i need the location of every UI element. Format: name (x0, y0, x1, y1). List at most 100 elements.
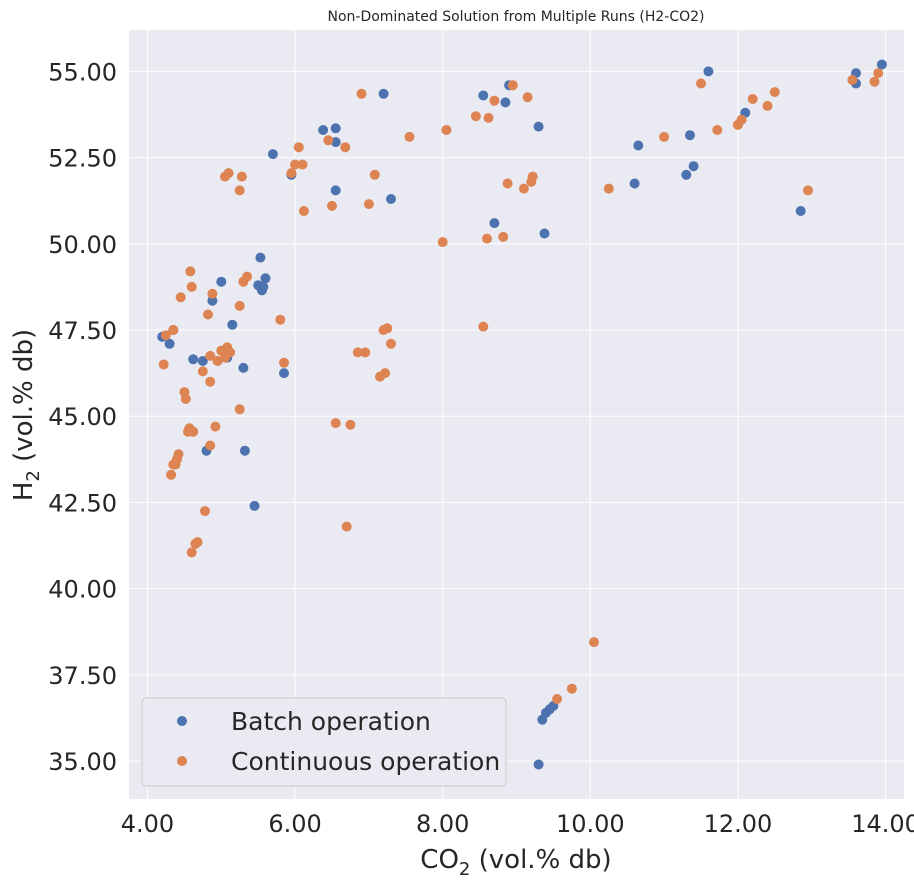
data-point (681, 169, 692, 180)
x-tick-label: 10.00 (556, 810, 625, 838)
data-point (216, 276, 227, 287)
data-point (330, 123, 341, 134)
data-point (286, 168, 297, 179)
data-point (378, 88, 389, 99)
data-point (234, 185, 245, 196)
data-point (470, 111, 481, 122)
data-point (205, 350, 216, 361)
y-tick-label: 42.50 (48, 489, 117, 517)
data-point (188, 354, 199, 365)
data-point (498, 231, 509, 242)
data-point (762, 100, 773, 111)
data-point (160, 330, 171, 341)
data-point (803, 185, 813, 196)
data-point (352, 347, 363, 358)
x-tick-label: 12.00 (704, 810, 773, 838)
data-point (180, 394, 191, 404)
data-point (185, 266, 196, 277)
data-point (659, 131, 670, 142)
data-point (747, 94, 758, 104)
y-axis-label-subscript: 2 (23, 470, 44, 481)
data-point (873, 68, 884, 79)
data-point (298, 206, 309, 216)
data-point (736, 114, 747, 125)
data-point (696, 78, 706, 89)
data-point (227, 319, 238, 330)
data-point (847, 75, 858, 85)
chart-title: Non-Dominated Solution from Multiple Run… (327, 9, 704, 25)
data-point (712, 125, 723, 135)
data-point (703, 66, 714, 77)
data-point (500, 97, 511, 108)
data-point (188, 426, 199, 437)
data-point (876, 59, 887, 70)
data-point (589, 637, 599, 648)
data-point (380, 368, 391, 379)
data-point (478, 90, 489, 101)
y-tick-label: 45.00 (48, 403, 117, 431)
data-point (275, 314, 286, 325)
data-point (236, 171, 247, 182)
data-point (255, 252, 266, 263)
data-point (360, 347, 371, 358)
data-point (203, 309, 213, 320)
data-point (192, 537, 203, 548)
data-point (175, 292, 186, 303)
data-point (225, 347, 236, 358)
legend-marker-continuous (177, 756, 187, 766)
data-point (869, 76, 880, 87)
data-point (533, 759, 544, 770)
data-point (239, 445, 250, 456)
data-point (603, 183, 614, 194)
data-point (629, 178, 640, 189)
data-point (795, 206, 806, 216)
data-point (552, 694, 563, 704)
data-point (166, 469, 177, 480)
x-axis-label-subscript: 2 (459, 859, 470, 880)
data-point (323, 135, 334, 146)
data-point (539, 228, 550, 239)
data-point (186, 547, 197, 558)
data-point (330, 185, 341, 196)
data-point (369, 169, 380, 180)
data-points (157, 59, 887, 770)
data-point (478, 321, 489, 332)
legend-marker-batch (177, 716, 187, 726)
data-point (386, 338, 396, 349)
data-point (210, 421, 221, 432)
data-point (502, 178, 513, 189)
data-point (205, 376, 216, 387)
data-point (318, 125, 329, 135)
data-point (327, 200, 337, 211)
y-tick-label: 55.00 (48, 58, 117, 86)
data-point (437, 237, 448, 248)
data-point (341, 521, 352, 532)
x-axis-label: CO2 (vol.% db) (420, 845, 611, 880)
data-point (290, 159, 301, 170)
plot-area (129, 30, 904, 799)
data-point (489, 95, 500, 106)
data-point (258, 281, 269, 292)
data-point (356, 88, 367, 99)
legend-box (141, 697, 507, 787)
data-point (279, 368, 289, 379)
data-point (242, 271, 253, 282)
data-point (207, 288, 218, 299)
y-tick-label: 52.50 (48, 145, 117, 173)
y-tick-labels: 35.00 37.50 40.00 42.50 45.00 47.50 50.00 52.50… (48, 58, 117, 776)
y-tick-label: 37.50 (48, 662, 117, 690)
data-point (205, 440, 216, 451)
x-tick-label: 8.00 (416, 810, 469, 838)
data-point (769, 87, 780, 98)
y-tick-label: 40.00 (48, 576, 117, 604)
data-point (533, 121, 544, 132)
data-point (158, 359, 169, 370)
y-tick-label: 35.00 (48, 748, 117, 776)
data-point (267, 149, 278, 160)
data-point (527, 171, 538, 182)
data-point (186, 281, 197, 292)
data-point (164, 338, 175, 349)
data-point (234, 404, 245, 415)
series-batch (157, 59, 887, 770)
